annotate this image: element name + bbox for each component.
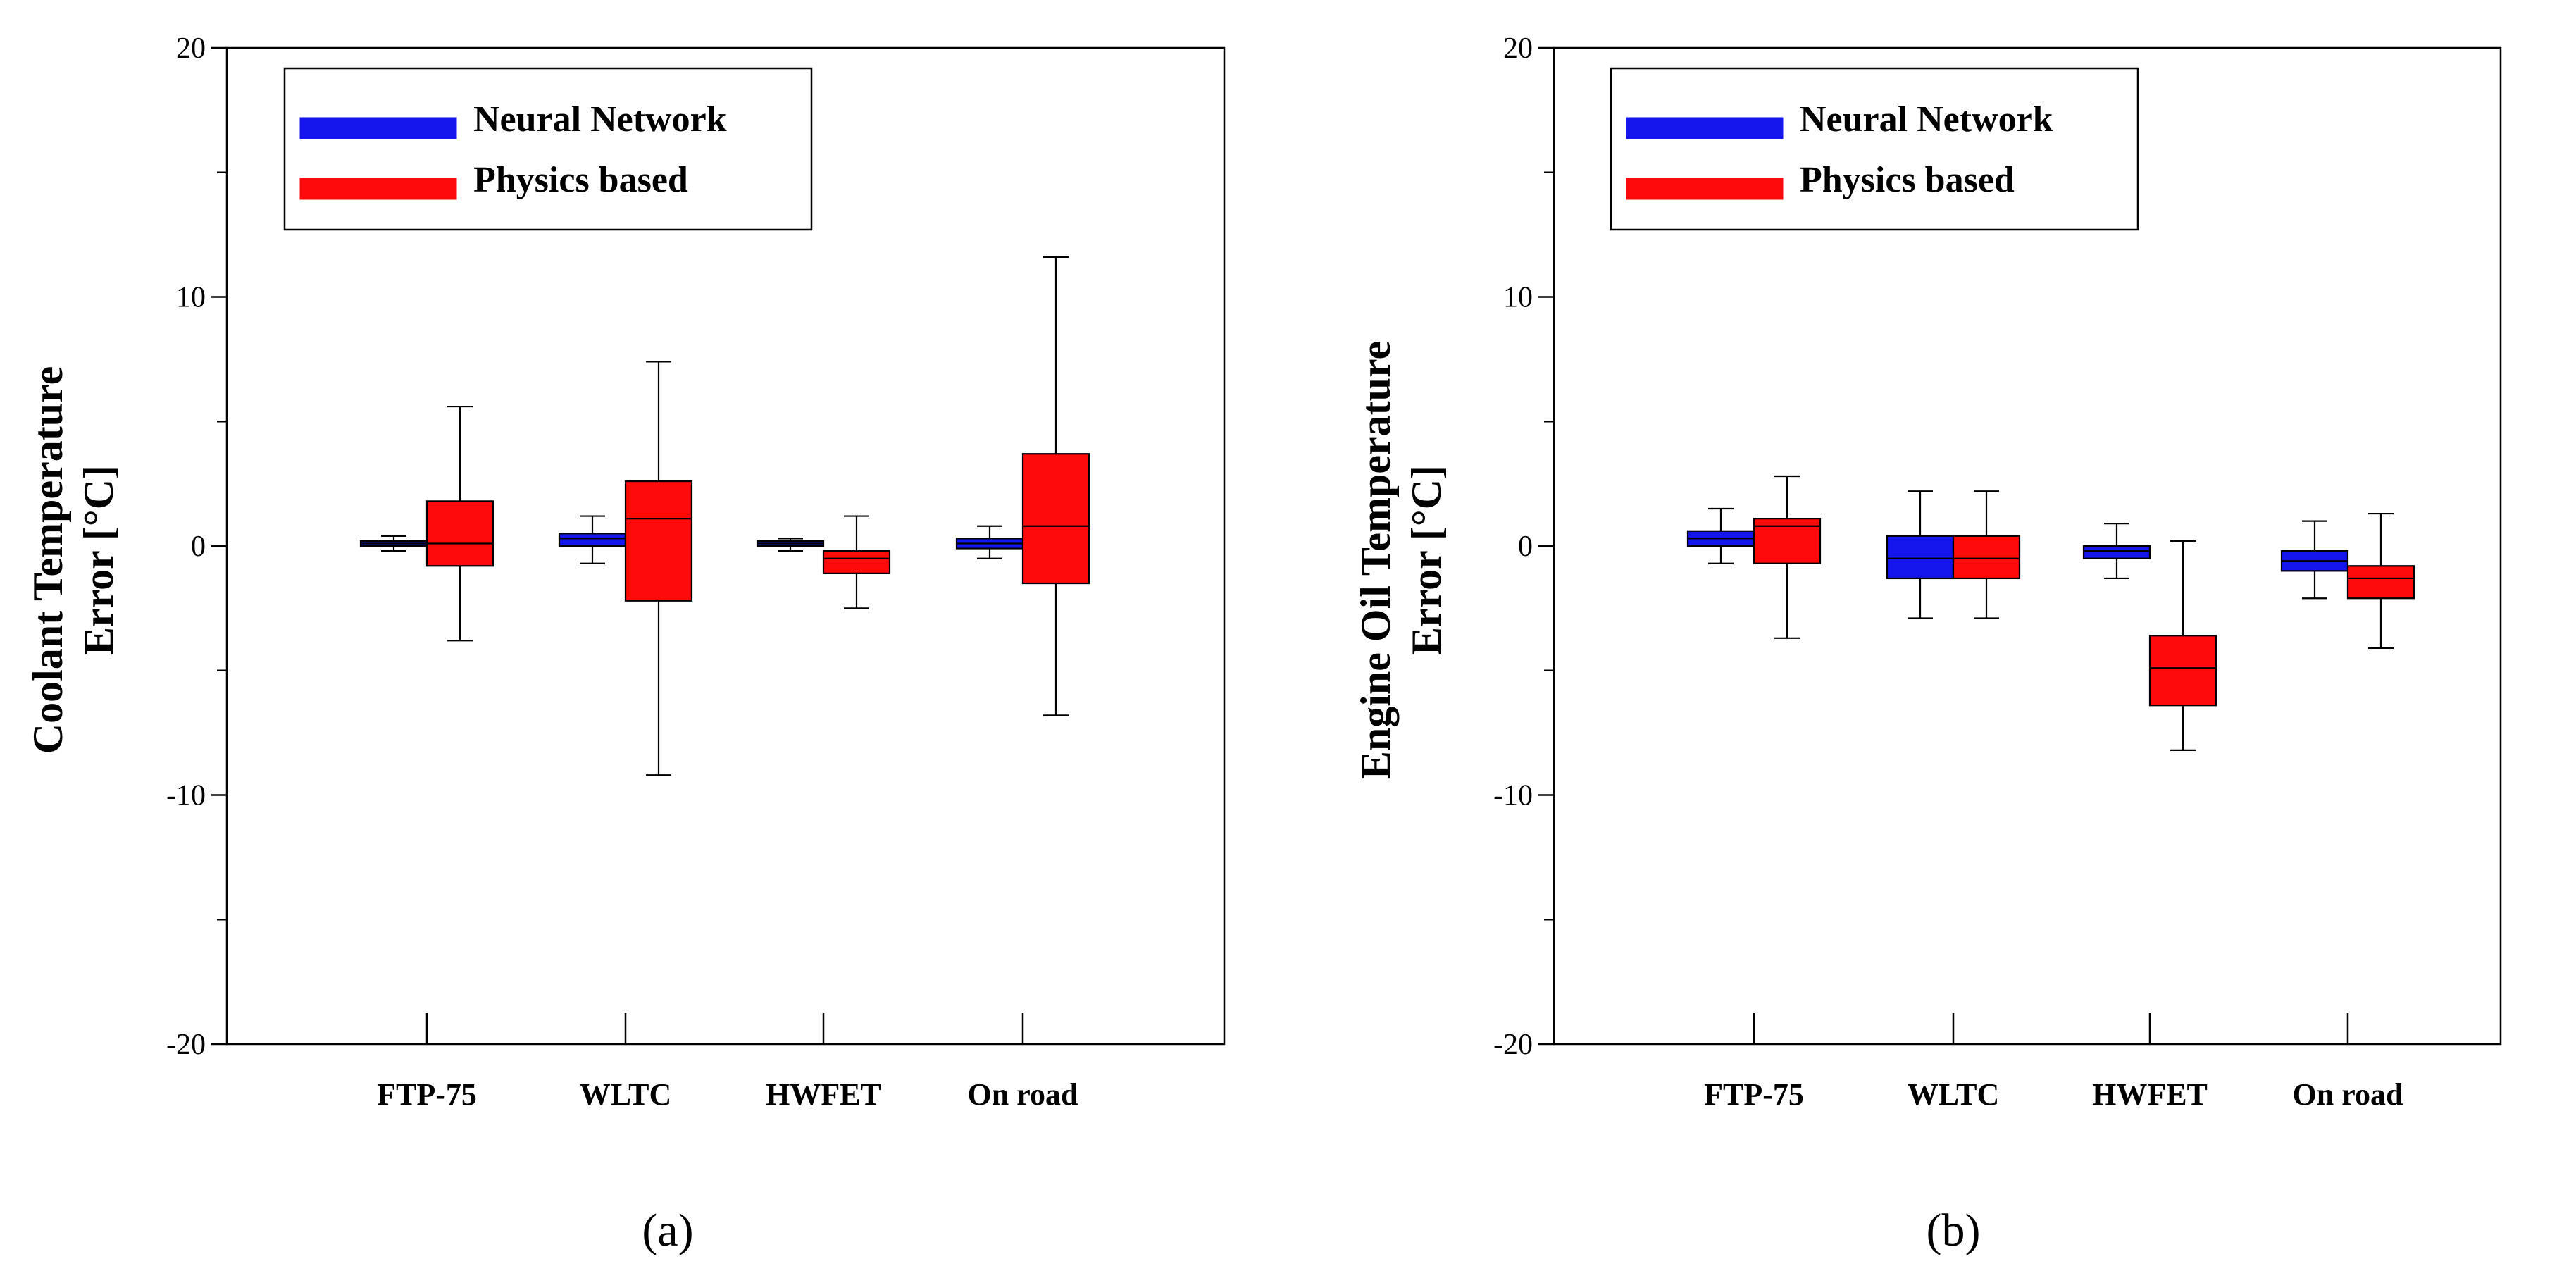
x-category-label: WLTC [580, 1077, 671, 1112]
legend-label: Neural Network [1800, 99, 2053, 139]
box-iqr [1886, 535, 1955, 580]
legend: Neural Network Physics based [1610, 67, 2139, 231]
box-iqr [2148, 635, 2217, 707]
x-category-label: FTP-75 [377, 1077, 477, 1112]
box-iqr [822, 550, 891, 574]
box-iqr [1021, 453, 1090, 585]
box-physics-based-hwfet [2148, 540, 2217, 751]
x-category-label: WLTC [1908, 1077, 1999, 1112]
chart-panel-1: -20 -10 0 10 20 FTP-75 WLTC HWFET On road Neural … [25, 32, 1226, 1256]
legend-swatch [299, 178, 457, 200]
legend: Neural Network Physics based [283, 67, 813, 231]
box-neural-network-wltc [558, 515, 627, 564]
box-physics-based-wltc [1952, 490, 2021, 619]
x-category-label: On road [2293, 1077, 2403, 1112]
y-tick-label: -10 [166, 780, 206, 812]
box-physics-based-on-road [1021, 256, 1090, 716]
box-neural-network-ftp-75 [359, 535, 428, 552]
y-axis-label-line: Error [°C] [75, 465, 122, 655]
legend-label: Physics based [473, 160, 688, 200]
box-iqr [558, 533, 627, 547]
x-category-label: FTP-75 [1704, 1077, 1804, 1112]
legend-frame [1610, 67, 2139, 231]
box-iqr [1952, 535, 2021, 580]
box-neural-network-hwfet [756, 538, 825, 552]
x-category-label: HWFET [2092, 1077, 2208, 1112]
box-physics-based-wltc [624, 361, 693, 776]
y-tick-label: 20 [1503, 32, 1533, 65]
x-category-label: HWFET [766, 1077, 881, 1112]
legend-frame [283, 67, 813, 231]
box-physics-based-ftp-75 [425, 405, 494, 642]
box-neural-network-ftp-75 [1686, 507, 1755, 564]
y-tick-label: 0 [1518, 531, 1533, 563]
legend-label: Neural Network [473, 99, 727, 139]
y-tick-label: 10 [176, 282, 206, 314]
box-physics-based-ftp-75 [1753, 475, 1822, 639]
legend-label: Physics based [1800, 160, 2015, 200]
box-physics-based-hwfet [822, 515, 891, 609]
y-axis-label-line: Error [°C] [1403, 465, 1450, 655]
box-neural-network-hwfet [2082, 523, 2151, 580]
y-tick-label: -20 [166, 1029, 206, 1061]
panel-label: (a) [642, 1205, 693, 1256]
y-tick-label: 10 [1503, 282, 1533, 314]
box-iqr [425, 500, 494, 567]
box-physics-based-on-road [2346, 512, 2415, 650]
box-neural-network-wltc [1886, 490, 1955, 619]
y-axis-label: Engine Oil Temperature Error [°C] [1352, 341, 1450, 779]
box-iqr [624, 480, 693, 602]
y-axis-label-line: Engine Oil Temperature [1352, 341, 1399, 779]
y-axis-label-line: Coolant Temperature [25, 366, 71, 755]
x-category-label: On road [968, 1077, 1078, 1112]
box-iqr [2346, 565, 2415, 600]
legend-swatch [1626, 178, 1784, 200]
y-tick-label: -20 [1493, 1029, 1533, 1061]
y-axis-label: Coolant Temperature Error [°C] [25, 366, 122, 755]
box-neural-network-on-road [2280, 520, 2349, 600]
y-tick-label: -10 [1493, 780, 1533, 812]
chart-panel-2: -20 -10 0 10 20 FTP-75 WLTC HWFET On road Neural … [1352, 32, 2502, 1256]
y-tick-label: 20 [176, 32, 206, 65]
panel-label: (b) [1927, 1205, 1981, 1256]
legend-swatch [1626, 117, 1784, 139]
box-neural-network-on-road [955, 525, 1024, 559]
legend-swatch [299, 117, 457, 139]
box-iqr [2082, 545, 2151, 559]
y-tick-label: 0 [191, 531, 206, 563]
